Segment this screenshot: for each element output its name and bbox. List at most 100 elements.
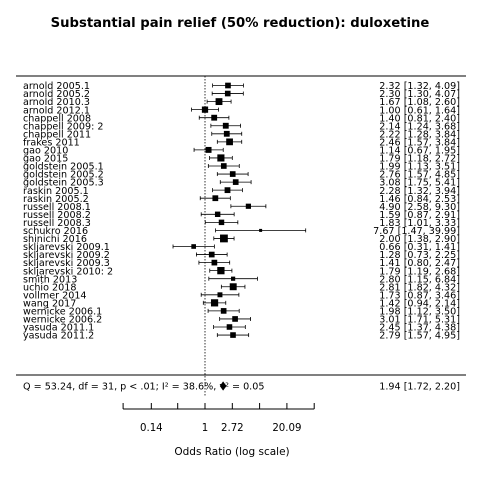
study-row: arnold 2010.3 1.67 [1.08, 2.60] bbox=[23, 97, 460, 108]
study-label: arnold 2005.1 bbox=[23, 81, 90, 92]
pooled-diamond bbox=[219, 381, 227, 391]
study-label: gao 2015 bbox=[23, 154, 68, 165]
study-row: chappell 2009: 2 2.14 [1.24, 3.68] bbox=[23, 121, 460, 132]
study-point bbox=[220, 163, 227, 169]
study-ci-text: 2.80 [1.15, 6.84] bbox=[379, 274, 460, 285]
study-point bbox=[231, 276, 236, 281]
study-row: raskin 2005.2 1.46 [0.84, 2.53] bbox=[23, 194, 460, 205]
x-tick-label: 2.72 bbox=[221, 423, 244, 434]
x-axis-title: Odds Ratio (log scale) bbox=[174, 446, 289, 458]
study-ci-text: 2.46 [1.57, 3.84] bbox=[379, 137, 460, 148]
study-row: skljarevski 2009.1 0.66 [0.31, 1.41] bbox=[23, 242, 460, 253]
study-ci-text: 1.67 [1.08, 2.60] bbox=[379, 97, 460, 108]
study-ci-text: 7.67 [1.47, 39.99] bbox=[373, 226, 460, 237]
study-row: frakes 2011 2.46 [1.57, 3.84] bbox=[23, 137, 460, 148]
study-label: smith 2013 bbox=[23, 274, 77, 285]
study-ci-text: 2.28 [1.32, 3.94] bbox=[379, 186, 460, 197]
study-label: russell 2008.1 bbox=[23, 202, 91, 213]
x-tick-label: 1 bbox=[202, 423, 208, 434]
study-ci-text: 1.79 [1.19, 2.68] bbox=[379, 266, 460, 277]
study-point bbox=[210, 299, 219, 307]
study-point bbox=[215, 98, 223, 106]
study-ci-text: 3.01 [1.71, 5.31] bbox=[379, 315, 460, 326]
study-row: goldstein 2005.1 1.99 [1.13, 3.51] bbox=[23, 162, 460, 173]
study-row: gao 2010 1.14 [0.67, 1.95] bbox=[23, 146, 460, 157]
study-ci-text: 1.14 [0.67, 1.95] bbox=[379, 146, 460, 157]
study-label: russell 2008.3 bbox=[23, 218, 91, 229]
study-label: schukro 2016 bbox=[23, 226, 88, 237]
study-point bbox=[217, 292, 223, 298]
study-label: gao 2010 bbox=[23, 146, 68, 157]
study-ci-text: 1.00 [0.61, 1.64] bbox=[379, 105, 460, 116]
study-point bbox=[225, 82, 231, 89]
study-label: raskin 2005.1 bbox=[23, 186, 89, 197]
study-row: skljarevski 2009.2 1.28 [0.73, 2.25] bbox=[23, 250, 460, 261]
study-row: skljarevski 2009.3 1.41 [0.80, 2.47] bbox=[23, 258, 460, 269]
study-point bbox=[226, 324, 233, 330]
study-point bbox=[220, 234, 228, 243]
study-row: arnold 2005.1 2.32 [1.32, 4.09] bbox=[23, 81, 460, 92]
study-point bbox=[211, 114, 218, 121]
study-label: frakes 2011 bbox=[23, 137, 80, 148]
x-tick-label: 0.14 bbox=[140, 423, 163, 434]
study-point bbox=[259, 228, 263, 232]
study-point bbox=[223, 130, 230, 137]
study-point bbox=[191, 244, 196, 249]
study-label: goldstein 2005.3 bbox=[23, 178, 104, 189]
study-label: goldstein 2005.1 bbox=[23, 162, 104, 173]
study-point bbox=[224, 90, 231, 97]
study-row: goldstein 2005.2 2.76 [1.57, 4.85] bbox=[23, 170, 460, 181]
study-ci-text: 2.22 [1.28, 3.84] bbox=[379, 129, 460, 140]
study-label: chappell 2009: 2 bbox=[23, 121, 104, 132]
study-ci-text: 1.73 [0.87, 3.46] bbox=[379, 290, 460, 301]
study-ci-text: 1.28 [0.73, 2.25] bbox=[379, 250, 460, 261]
study-label: russell 2008.2 bbox=[23, 210, 91, 221]
study-ci-text: 2.32 [1.32, 4.09] bbox=[379, 81, 460, 92]
study-label: shinichi 2016 bbox=[23, 234, 87, 245]
heterogeneity-text: Q = 53.24, df = 31, p < .01; I² = 38.6%,… bbox=[23, 382, 264, 393]
study-point bbox=[201, 106, 209, 113]
study-label: skljarevski 2009.3 bbox=[23, 258, 110, 269]
study-label: vollmer 2014 bbox=[23, 290, 87, 301]
study-point bbox=[229, 171, 236, 177]
study-label: chappell 2011 bbox=[23, 129, 91, 140]
study-row: russell 2008.1 4.90 [2.58, 9.30] bbox=[23, 202, 460, 213]
study-label: raskin 2005.2 bbox=[23, 194, 89, 205]
study-ci-text: 1.59 [0.87, 2.91] bbox=[379, 210, 460, 221]
pooled-ci-text: 1.94 [1.72, 2.20] bbox=[379, 382, 460, 393]
study-row: wernicke 2006.2 3.01 [1.71, 5.31] bbox=[23, 315, 460, 326]
study-ci-text: 1.83 [1.01, 3.33] bbox=[379, 218, 460, 229]
study-label: arnold 2010.3 bbox=[23, 97, 90, 108]
study-row: arnold 2005.2 2.30 [1.30, 4.07] bbox=[23, 89, 460, 100]
study-row: wernicke 2006.1 1.98 [1.12, 3.50] bbox=[23, 307, 460, 318]
study-row: yasuda 2011.1 2.45 [1.37, 4.38] bbox=[23, 323, 460, 334]
study-point bbox=[229, 283, 237, 291]
study-label: wang 2017 bbox=[23, 298, 76, 309]
study-ci-text: 1.40 [0.81, 2.40] bbox=[379, 113, 460, 124]
study-row: vollmer 2014 1.73 [0.87, 3.46] bbox=[23, 290, 460, 301]
study-point bbox=[211, 259, 218, 266]
study-point bbox=[217, 267, 225, 275]
study-point bbox=[205, 146, 212, 153]
study-row: wang 2017 1.42 [0.94, 2.14] bbox=[23, 298, 460, 309]
study-row: shinichi 2016 2.00 [1.38, 2.90] bbox=[23, 234, 460, 245]
study-ci-text: 1.98 [1.12, 3.50] bbox=[379, 307, 460, 318]
study-ci-text: 2.30 [1.30, 4.07] bbox=[379, 89, 460, 100]
study-row: goldstein 2005.3 3.08 [1.75, 5.41] bbox=[23, 178, 460, 189]
study-ci-text: 2.79 [1.57, 4.95] bbox=[379, 331, 460, 342]
study-point bbox=[232, 179, 239, 185]
study-ci-text: 2.00 [1.38, 2.90] bbox=[379, 234, 460, 245]
study-row: smith 2013 2.80 [1.15, 6.84] bbox=[23, 274, 460, 285]
study-label: arnold 2012.1 bbox=[23, 105, 90, 116]
study-row: raskin 2005.1 2.28 [1.32, 3.94] bbox=[23, 186, 460, 197]
study-ci-text: 3.08 [1.75, 5.41] bbox=[379, 178, 460, 189]
study-point bbox=[230, 332, 236, 338]
study-row: arnold 2012.1 1.00 [0.61, 1.64] bbox=[23, 105, 460, 116]
study-label: skljarevski 2009.2 bbox=[23, 250, 110, 261]
study-point bbox=[217, 154, 225, 162]
study-row: chappell 2011 2.22 [1.28, 3.84] bbox=[23, 129, 460, 140]
study-point bbox=[226, 138, 233, 146]
study-row: skljarevski 2010: 2 1.79 [1.19, 2.68] bbox=[23, 266, 460, 277]
study-ci-text: 2.81 [1.82, 4.32] bbox=[379, 282, 460, 293]
